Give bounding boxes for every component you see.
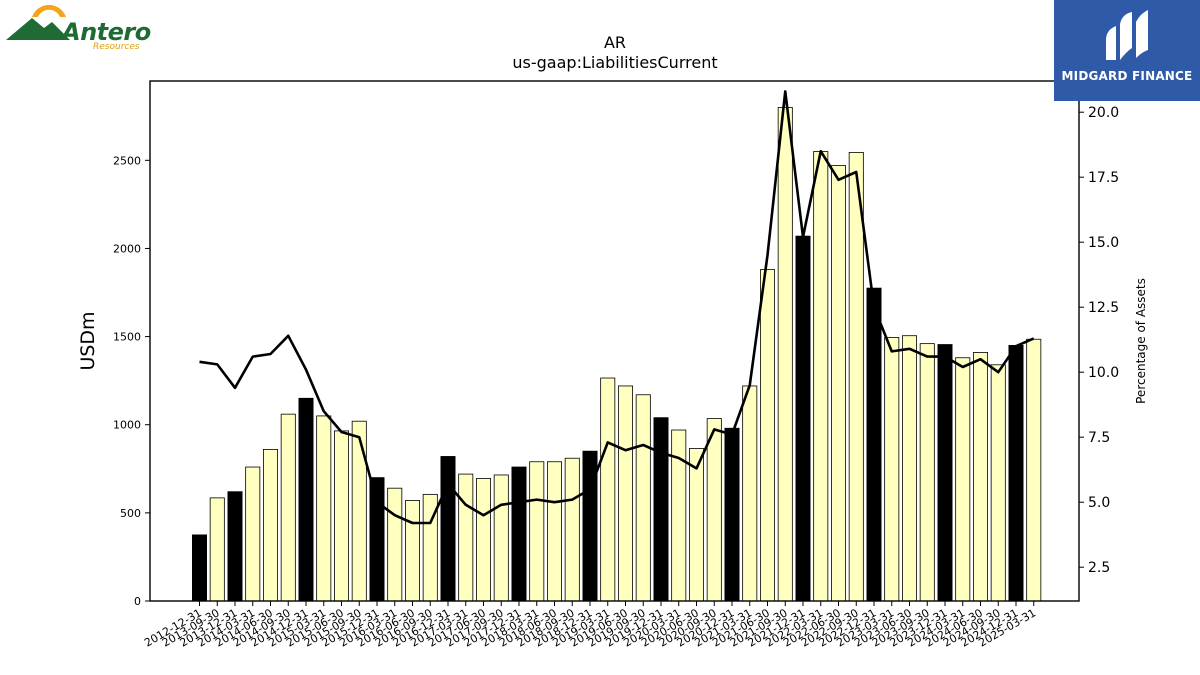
antero-logo: Antero Resources [4,4,154,56]
bar-2017-12-31 [511,466,527,602]
bar-2016-06-30 [404,500,420,602]
bar-2022-03-31 [813,151,829,602]
bar-2017-06-30 [475,478,491,602]
bar-2012-12-31 [191,534,207,602]
y2-tick-label: 10.0 [1088,365,1119,381]
bar-2017-09-30 [493,474,509,602]
bar-2019-09-30 [635,394,651,602]
bar-2016-03-31 [387,487,403,602]
bar-2024-03-31 [955,357,971,602]
y-tick-label: 1000 [113,419,141,432]
bar-2015-03-31 [316,415,332,602]
bar-2022-12-31 [866,287,882,602]
bar-2015-12-31 [369,477,385,602]
line-layer [199,90,1035,525]
bar-2021-12-31 [795,235,811,602]
antero-brand-name: Antero [62,18,151,46]
y2-tick-label: 20.0 [1088,105,1119,121]
bar-2024-12-31 [1008,345,1024,602]
bar-2014-06-30 [262,449,278,602]
y-axis-label: USDm [77,311,99,370]
chart-title: AR [604,33,626,52]
bar-2018-03-31 [529,461,545,602]
bar-2014-09-30 [280,413,296,602]
mountain-icon [6,4,70,40]
bar-2013-12-31 [227,491,243,602]
bar-2015-06-30 [333,430,349,602]
y-tick-label: 2000 [113,242,141,255]
bar-2023-09-30 [919,343,935,602]
y-axis-left: 0 500 1000 1500 2000 2500 [113,154,150,608]
y-tick-label: 0 [134,595,141,608]
midgard-finance-logo: MIDGARD FINANCE [1054,0,1200,101]
bar-2024-06-30 [973,352,989,602]
y-tick-label: 1500 [113,331,141,344]
chart-subtitle: us-gaap:LiabilitiesCurrent [512,53,717,72]
bar-2020-06-30 [689,448,705,602]
midgard-brand-name: MIDGARD FINANCE [1061,69,1193,83]
bar-2015-09-30 [351,420,367,602]
y2-axis-label: Percentage of Assets [1134,278,1148,404]
bar-2014-12-31 [298,397,314,602]
bar-2016-12-31 [440,456,456,602]
y2-tick-label: 15.0 [1088,235,1119,251]
y-tick-label: 2500 [113,154,141,167]
bar-2023-06-30 [902,335,918,602]
bar-2017-03-31 [458,473,474,602]
percentage-line [199,90,1035,525]
y2-tick-label: 12.5 [1088,300,1119,316]
bar-2022-06-30 [831,165,847,602]
x-axis: 2012-12-312013-09-302013-12-312014-03-31… [142,601,1038,650]
bar-2021-06-30 [760,269,776,602]
bar-2019-06-30 [618,385,634,602]
bar-2023-03-31 [884,337,900,602]
bar-2019-03-31 [600,377,616,602]
bars-layer [191,107,1042,602]
y2-tick-label: 17.5 [1088,170,1119,186]
bar-2018-09-30 [564,457,580,602]
bar-2020-12-31 [724,427,740,602]
y2-tick-label: 5.0 [1088,495,1110,511]
bar-2025-03-31 [1026,338,1042,602]
bar-2013-09-30 [209,497,225,602]
bar-2021-03-31 [742,385,758,602]
bar-2020-09-30 [706,418,722,602]
y2-tick-label: 2.5 [1088,560,1110,576]
bar-2023-12-31 [937,344,953,602]
plot-frame [149,80,1080,602]
y2-tick-label: 7.5 [1088,430,1110,446]
antero-brand-tagline: Resources [93,42,140,52]
bar-2018-06-30 [547,461,563,602]
midgard-mark-icon [1106,10,1148,60]
bar-2019-12-31 [653,417,669,602]
y-tick-label: 500 [120,507,141,520]
bar-2014-03-31 [245,466,261,602]
y-axis-right: 2.5 5.0 7.5 10.0 12.5 15.0 17.5 20.0 [1079,105,1119,576]
bar-2024-09-30 [990,364,1006,602]
bar-2021-09-30 [777,107,793,602]
